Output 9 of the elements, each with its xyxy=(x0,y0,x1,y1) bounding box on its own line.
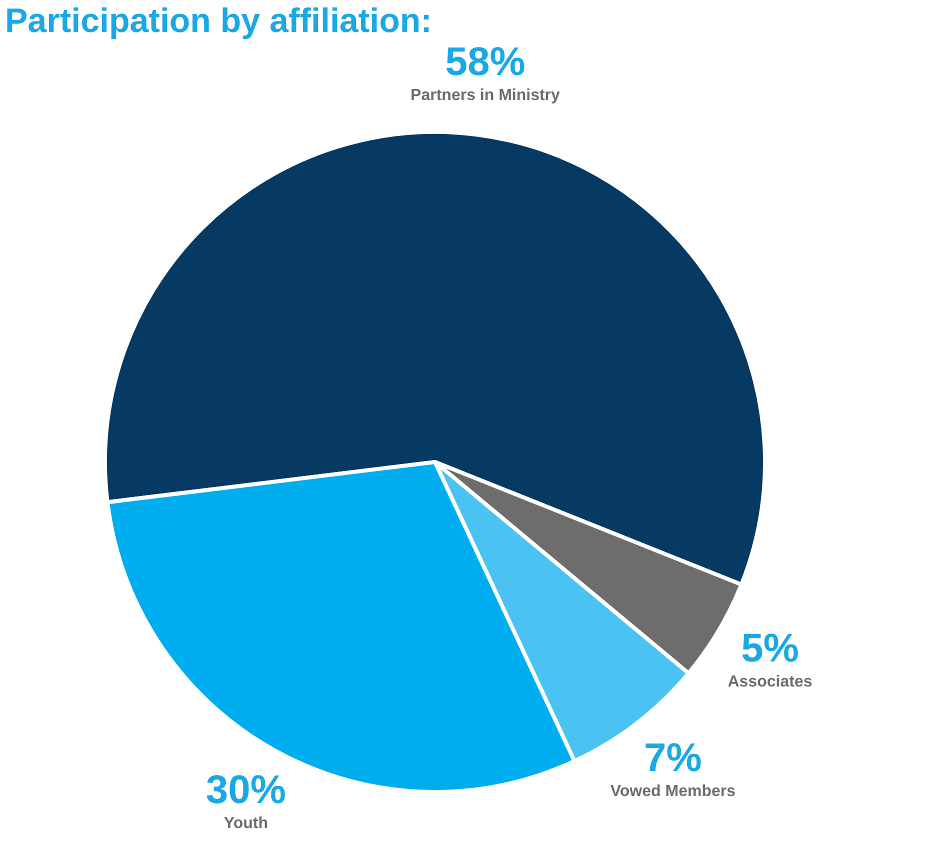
data-label: 5% xyxy=(741,626,799,671)
slice-label: Partners in Ministry xyxy=(410,87,560,104)
slice-label: Youth xyxy=(224,815,268,832)
slice-label: Vowed Members xyxy=(610,782,736,800)
data-label: 58% xyxy=(445,40,526,84)
data-label: 30% xyxy=(206,768,286,812)
data-label: 7% xyxy=(644,736,702,780)
chart-title: Participation by affiliation: xyxy=(5,2,432,40)
slice-label: Associates xyxy=(728,674,812,691)
